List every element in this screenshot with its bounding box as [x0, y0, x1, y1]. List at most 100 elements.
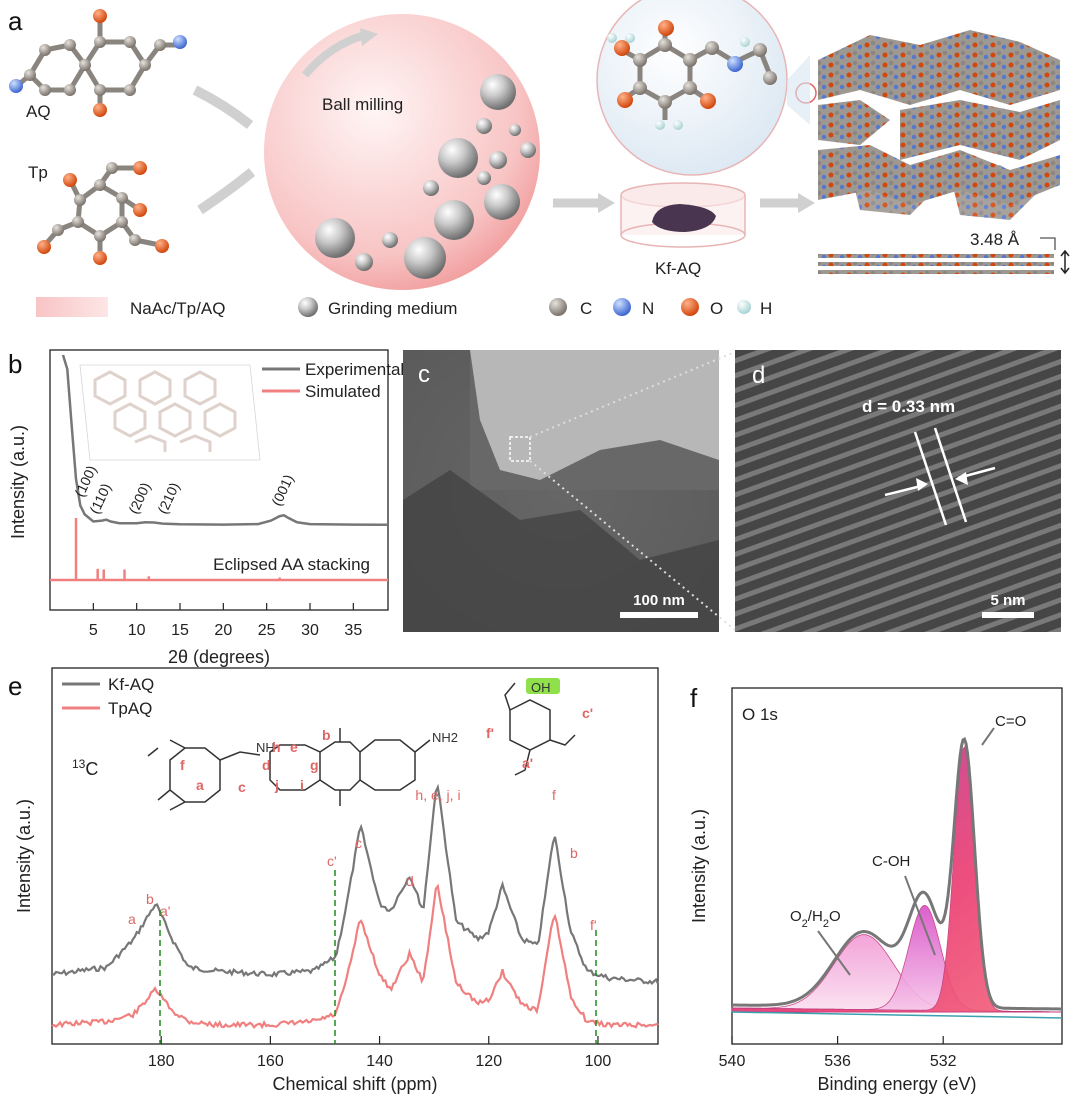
- panel-e: e Intensity (a.u.) Chemical shift (ppm) …: [8, 667, 659, 1094]
- plot-f-ylabel: Intensity (a.u.): [689, 809, 709, 923]
- legend-medium-label: Grinding medium: [328, 299, 457, 318]
- aq-atoms: [9, 9, 187, 117]
- struct-oh: OH: [531, 680, 551, 695]
- plot-f-xlabel: Binding energy (eV): [817, 1074, 976, 1094]
- component-c-o: [731, 746, 1062, 1013]
- legend-oxygen-label: O: [710, 299, 723, 318]
- struct-c: c: [238, 779, 246, 795]
- zoom-atoms: [607, 20, 777, 130]
- fringe-line-1: [913, 431, 948, 526]
- panel-b: b Intensity (a.u.) 2θ (degrees) 5 10 15 20 2…: [8, 349, 404, 667]
- scalebar-c-label: 100 nm: [633, 592, 685, 609]
- plot-b-frame: [49, 349, 389, 611]
- struct-f: f: [180, 757, 185, 773]
- struct-i: i: [300, 777, 304, 793]
- rotation-arrow: [301, 31, 367, 78]
- label-o2-h2o: O2/H2O: [790, 908, 841, 930]
- panel-d-letter: d: [752, 362, 765, 389]
- tpaq-structure: [147, 728, 431, 811]
- rotation-arrowhead: [360, 28, 378, 46]
- legend-carbon-icon: [549, 298, 567, 316]
- panel-f: f Intensity (a.u.) Binding energy (eV) O…: [689, 683, 1063, 1094]
- peak-hej: h, e, j, i: [415, 787, 460, 803]
- plot-f-tick-label: 532: [930, 1053, 957, 1070]
- struct-aprime: a': [522, 755, 533, 771]
- plot-f-tick-label: 536: [824, 1053, 851, 1070]
- arrowhead-product: [598, 193, 615, 213]
- plot-f-series: [731, 736, 1063, 1019]
- struct-a: a: [196, 777, 204, 793]
- panel-e-letter: e: [8, 671, 22, 701]
- plot-b-xlabel: 2θ (degrees): [168, 647, 270, 667]
- arrowhead-cof: [798, 193, 815, 213]
- struct-b: b: [322, 727, 331, 743]
- scalebar-d-label: 5 nm: [990, 592, 1025, 609]
- tem-zoom-box: [509, 436, 531, 462]
- pointer-o2-h2o: [817, 930, 851, 976]
- d-arrowhead-right: [955, 472, 968, 485]
- legend-kfaq-label: Kf-AQ: [108, 675, 154, 694]
- plot-b-tick-label: 15: [171, 622, 189, 639]
- legend-oxygen-icon: [681, 298, 699, 316]
- tp-label: Tp: [28, 163, 48, 182]
- panel-f-letter: f: [690, 683, 698, 713]
- plot-e-tick-label: 180: [148, 1053, 175, 1070]
- legend-nitrogen-label: N: [642, 299, 654, 318]
- series-envelope: [732, 736, 1062, 1011]
- scalebar-c: [620, 612, 698, 618]
- spacing-label: 3.48 Å: [970, 230, 1020, 249]
- plot-b-tick-label: 20: [214, 622, 232, 639]
- plot-e-xticks: 180 160 140 120 100: [148, 1036, 611, 1070]
- spacing-bracket: [1040, 237, 1056, 250]
- peak-b-right: b: [570, 845, 578, 861]
- plot-b-ylabel: Intensity (a.u.): [8, 425, 28, 539]
- series-background: [731, 1011, 1063, 1019]
- struct-letters: h e g b d j i f a c: [180, 727, 331, 795]
- plot-f-xticks: 540 536 532: [719, 1036, 957, 1070]
- panel-a-letter: a: [8, 6, 23, 36]
- product-label: Kf-AQ: [655, 259, 701, 278]
- cof-framework: [818, 30, 1060, 220]
- panel-a: a AQ: [8, 0, 1070, 318]
- peak-aprime: a': [160, 903, 170, 919]
- legend-swatch-mixture: [36, 297, 108, 317]
- panel-d: d d = 0.33 nm 5 nm: [735, 350, 1061, 632]
- d-spacing-label: d = 0.33 nm: [862, 397, 955, 416]
- ball-milling-label: Ball milling: [322, 95, 403, 114]
- oh-highlight: [526, 678, 560, 694]
- aq-label: AQ: [26, 102, 51, 121]
- nucleus-label: 13C: [72, 757, 98, 779]
- struct-g: g: [310, 757, 319, 773]
- spacing-arrow: [1060, 249, 1070, 275]
- legend-experimental-label: Experimental: [305, 360, 404, 379]
- pointer-c-oh: [904, 875, 936, 956]
- panel-b-letter: b: [8, 349, 22, 379]
- arrow-aq-to-mill: [192, 85, 254, 129]
- peak-a: a: [128, 911, 136, 927]
- legend-mixture-label: NaAc/Tp/AQ: [130, 299, 225, 318]
- peak-labels: a b a' c' c d h, e, j, i f b f': [128, 787, 597, 933]
- legend-simulated-label: Simulated: [305, 382, 381, 401]
- d-arrowhead-left: [916, 478, 928, 491]
- plot-e-tick-label: 140: [366, 1053, 393, 1070]
- tem-dense-region: [403, 470, 719, 632]
- component-c-oh: [731, 904, 1062, 1013]
- plot-b-series: [50, 354, 389, 582]
- hkl-001: (001): [268, 472, 296, 508]
- plot-b-tick-label: 30: [301, 622, 319, 639]
- grinding-balls: [315, 74, 536, 279]
- struct-j: j: [274, 777, 279, 793]
- legend-ball-icon: [298, 297, 318, 317]
- plot-e-ylabel: Intensity (a.u.): [14, 799, 34, 913]
- plot-e-series: [51, 783, 659, 1030]
- struct-fprime: f': [486, 725, 494, 741]
- pointer-c-o: [981, 727, 995, 746]
- peak-b-left: b: [146, 891, 154, 907]
- legend-tpaq-label: TpAQ: [108, 699, 152, 718]
- label-c-oh: C-OH: [872, 853, 910, 870]
- series-kf-aq: [52, 783, 659, 986]
- zoom-cone: [787, 55, 810, 125]
- tp-atoms: [37, 161, 169, 265]
- legend-nitrogen-icon: [613, 298, 631, 316]
- struct-cprime: c': [582, 705, 593, 721]
